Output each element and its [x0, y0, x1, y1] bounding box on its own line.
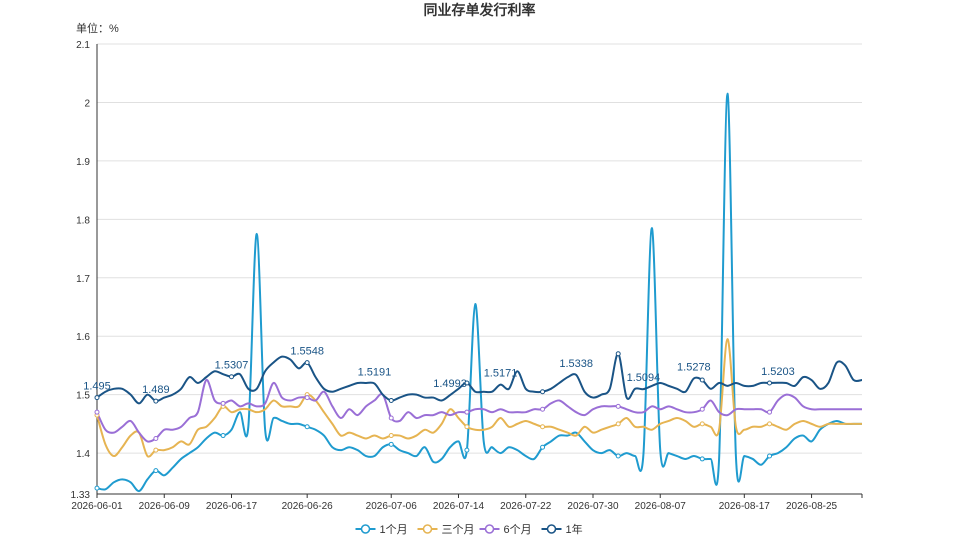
- y-tick-label: 1.8: [76, 215, 90, 226]
- x-tick-label: 2026-08-07: [635, 501, 687, 512]
- data-point: [464, 380, 470, 386]
- data-point: [767, 453, 773, 459]
- series-line: [96, 92, 862, 493]
- y-tick-label: 1.7: [76, 274, 90, 285]
- data-label: 1.5307: [215, 360, 249, 372]
- data-point: [94, 485, 100, 491]
- legend-swatch-marker: [546, 524, 557, 534]
- series-line: [96, 379, 862, 443]
- x-tick-label: 2026-06-09: [139, 501, 191, 512]
- data-label: 1.4993: [433, 378, 467, 390]
- data-point: [699, 377, 705, 383]
- y-tick-label: 1.9: [76, 157, 90, 168]
- data-label: 1.5191: [358, 366, 392, 378]
- data-point: [464, 409, 470, 415]
- legend-item: 三个月: [417, 523, 475, 536]
- x-tick-label: 2026-07-22: [500, 501, 552, 512]
- data-label: 1.5203: [761, 366, 795, 378]
- x-tick-label: 2026-06-17: [206, 501, 258, 512]
- series-markers: [94, 351, 773, 491]
- data-point: [615, 403, 621, 409]
- data-point: [388, 433, 394, 439]
- axes: 1.33 1.4 1.5 1.6 1.7 1.8 1.9 2 2.1 2026-06-01 2026…: [71, 40, 863, 512]
- x-tick-label: 2026-06-26: [282, 501, 334, 512]
- grid: [97, 43, 862, 454]
- data-point: [229, 374, 235, 380]
- data-label: 1.5171: [484, 368, 518, 380]
- data-point: [699, 421, 705, 427]
- data-label: 1.489: [142, 384, 170, 396]
- data-label: 1.5094: [627, 372, 661, 384]
- legend-label: 三个月: [442, 523, 475, 536]
- data-point: [540, 424, 546, 430]
- x-tick-label: 2026-08-25: [786, 501, 838, 512]
- data-point: [388, 397, 394, 403]
- legend-label: 1年: [566, 522, 583, 536]
- data-point: [699, 406, 705, 412]
- legend-swatch-marker: [422, 524, 433, 534]
- data-point: [767, 380, 773, 386]
- x-tick-label: 2026-07-06: [366, 501, 418, 512]
- data-point: [153, 468, 159, 474]
- legend-label: 6个月: [504, 523, 532, 536]
- legend-swatch-marker: [484, 524, 495, 534]
- legend-item: 1年: [541, 522, 583, 536]
- data-point: [153, 398, 159, 404]
- unit-label: 单位：%: [76, 21, 119, 35]
- data-point: [94, 409, 100, 415]
- data-point: [220, 400, 226, 406]
- y-tick-label: 1.6: [76, 332, 90, 343]
- data-point: [615, 453, 621, 459]
- data-point: [615, 351, 621, 357]
- series-lines: [96, 92, 863, 493]
- data-point: [153, 447, 159, 453]
- y-tick-label: 2.1: [76, 40, 90, 51]
- x-tick-label: 2026-06-01: [71, 501, 123, 512]
- y-tick-label: 1.5: [76, 391, 90, 402]
- data-point: [304, 424, 310, 430]
- y-tick-label: 2: [84, 98, 90, 109]
- data-point: [615, 421, 621, 427]
- x-tick-label: 2026-08-17: [719, 501, 771, 512]
- x-tick-label: 2026-07-14: [433, 501, 485, 512]
- data-point: [767, 409, 773, 415]
- data-point: [388, 415, 394, 421]
- data-point: [304, 360, 310, 366]
- data-point: [153, 435, 159, 441]
- data-label: 1.5278: [677, 361, 711, 373]
- data-point: [94, 395, 100, 401]
- chart-title: 同业存单发行利率: [424, 2, 536, 18]
- x-tick-label: 2026-07-30: [567, 501, 619, 512]
- data-point: [540, 406, 546, 412]
- data-point: [464, 424, 470, 430]
- legend-item: 6个月: [479, 523, 532, 536]
- data-point: [304, 395, 310, 401]
- legend-item: 1个月: [355, 523, 408, 536]
- series-line: [96, 352, 863, 405]
- data-point: [388, 441, 394, 447]
- legend-label: 1个月: [380, 523, 408, 536]
- data-label: 1.495: [83, 381, 111, 393]
- data-point: [767, 421, 773, 427]
- data-label: 1.5338: [559, 358, 593, 370]
- data-labels: 1.495 1.489 1.5307 1.5548 1.5191 1.4993 1.5171…: [83, 346, 795, 396]
- data-point: [464, 447, 470, 453]
- data-point: [220, 433, 226, 439]
- legend-swatch-marker: [360, 524, 371, 534]
- legend: 1个月 三个月 6个月 1年: [355, 522, 583, 536]
- data-point: [540, 389, 546, 395]
- data-point: [699, 456, 705, 462]
- data-label: 1.5548: [290, 346, 324, 358]
- y-tick-label: 1.33: [71, 490, 91, 501]
- y-tick-label: 1.4: [76, 449, 90, 460]
- data-point: [540, 444, 546, 450]
